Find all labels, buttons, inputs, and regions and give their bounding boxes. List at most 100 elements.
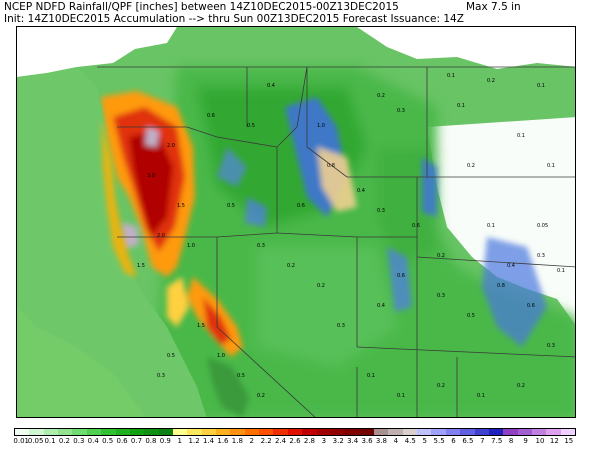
svg-text:0.2: 0.2 <box>257 393 265 399</box>
legend-swatch <box>302 429 317 435</box>
legend-label: 0.01 <box>13 437 29 445</box>
legend-label: 1.4 <box>202 437 215 445</box>
svg-text:1.0: 1.0 <box>187 243 195 249</box>
legend-swatch <box>402 429 418 435</box>
legend-label: 12 <box>549 437 559 445</box>
legend-label: 0.5 <box>102 437 114 445</box>
legend-swatch <box>560 429 576 435</box>
legend-swatch <box>474 429 489 435</box>
legend-swatch <box>158 429 173 435</box>
svg-text:0.5: 0.5 <box>467 313 475 319</box>
legend-swatch <box>201 429 217 435</box>
legend-label: 3.4 <box>347 437 359 445</box>
svg-text:0.1: 0.1 <box>457 103 465 109</box>
legend-swatch <box>517 429 532 435</box>
legend-swatch <box>58 429 73 435</box>
legend-label: 7.5 <box>491 437 503 445</box>
svg-text:0.1: 0.1 <box>367 373 375 379</box>
legend-label: 0.05 <box>27 437 44 445</box>
svg-text:0.3: 0.3 <box>547 343 555 349</box>
legend-label: 5.5 <box>433 437 445 445</box>
legend-swatch <box>101 429 116 435</box>
svg-text:0.5: 0.5 <box>237 373 245 379</box>
legend-label: 4 <box>393 437 399 445</box>
max-value: Max 7.5 in <box>466 1 521 13</box>
legend-label: 2.8 <box>303 437 315 445</box>
svg-text:0.2: 0.2 <box>437 383 445 389</box>
svg-text:0.2: 0.2 <box>487 78 495 84</box>
legend-label: 2.2 <box>260 437 272 445</box>
state-boundaries <box>97 66 575 417</box>
legend-swatch <box>187 429 202 435</box>
legend-label: 1.8 <box>231 437 243 445</box>
legend-label: 4.5 <box>404 437 416 445</box>
offshore-precip-band <box>101 117 137 277</box>
coastal-heavy-precip <box>101 91 249 417</box>
svg-text:0.2: 0.2 <box>317 283 325 289</box>
svg-text:0.3: 0.3 <box>397 108 405 114</box>
svg-text:0.1: 0.1 <box>447 73 455 79</box>
legend-swatch <box>531 429 547 435</box>
legend-label: 0.3 <box>73 437 85 445</box>
svg-text:0.4: 0.4 <box>507 263 515 269</box>
legend-label: 3 <box>321 437 327 445</box>
precip-legend: 0.01 0.05 0.1 0.2 0.3 0.4 0.5 0.6 0.7 0.8 0.9 1 1.2 1… <box>13 428 580 448</box>
legend-label: 0.6 <box>116 437 128 445</box>
legend-swatch <box>72 429 87 435</box>
svg-text:0.6: 0.6 <box>527 303 535 309</box>
coastal-ocean <box>17 67 207 417</box>
svg-text:0.1: 0.1 <box>517 133 525 139</box>
legend-label: 0.2 <box>58 437 70 445</box>
legend-label: 2.4 <box>275 437 287 445</box>
svg-text:0.1: 0.1 <box>537 83 545 89</box>
value-annotations: 0.10.20.1 0.20.30.1 0.10.10.2 0.50.60.4 … <box>137 73 565 399</box>
legend-swatch <box>445 429 461 435</box>
svg-text:1.5: 1.5 <box>197 323 205 329</box>
svg-text:2.0: 2.0 <box>157 233 165 239</box>
legend-label: 6 <box>451 437 456 445</box>
svg-text:1.5: 1.5 <box>177 203 185 209</box>
legend-swatch <box>144 429 159 435</box>
legend-swatch <box>431 429 446 435</box>
svg-text:0.5: 0.5 <box>227 203 235 209</box>
legend-swatch <box>29 429 44 435</box>
legend-labels: 0.01 0.05 0.1 0.2 0.3 0.4 0.5 0.6 0.7 0.8 0.9 1 1.2 1… <box>13 437 576 447</box>
legend-label: 15 <box>564 437 574 445</box>
svg-text:0.8: 0.8 <box>497 283 505 289</box>
svg-text:0.6: 0.6 <box>412 223 420 229</box>
legend-swatch <box>129 429 145 435</box>
legend-swatch <box>43 429 59 435</box>
svg-text:0.1: 0.1 <box>397 393 405 399</box>
svg-text:3.0: 3.0 <box>147 173 155 179</box>
legend-label: 2 <box>249 437 254 445</box>
legend-swatch <box>388 429 403 435</box>
map-subtitle: Init: 14Z10DEC2015 Accumulation --> thru… <box>4 13 464 25</box>
svg-text:0.2: 0.2 <box>467 163 475 169</box>
legend-swatch <box>15 429 30 435</box>
svg-text:0.3: 0.3 <box>337 323 345 329</box>
svg-text:0.6: 0.6 <box>297 203 305 209</box>
legend-swatch <box>287 429 303 435</box>
svg-text:0.1: 0.1 <box>557 268 565 274</box>
legend-label: 0.8 <box>145 437 157 445</box>
legend-label: 9 <box>523 437 528 445</box>
legend-swatch <box>273 429 288 435</box>
svg-text:0.6: 0.6 <box>207 113 215 119</box>
svg-text:1.0: 1.0 <box>317 123 325 129</box>
svg-text:0.1: 0.1 <box>487 223 495 229</box>
svg-text:0.5: 0.5 <box>247 123 255 129</box>
legend-swatch <box>172 429 188 435</box>
legend-label: 6.5 <box>462 437 474 445</box>
legend-label: 7 <box>480 437 485 445</box>
svg-text:0.05: 0.05 <box>537 223 548 229</box>
legend-swatch <box>546 429 561 435</box>
legend-label: 1 <box>177 437 182 445</box>
legend-swatch <box>373 429 389 435</box>
legend-swatch <box>259 429 274 435</box>
svg-text:0.3: 0.3 <box>157 373 165 379</box>
legend-swatch <box>244 429 260 435</box>
legend-swatch <box>460 429 475 435</box>
svg-text:0.1: 0.1 <box>547 163 555 169</box>
legend-swatch <box>316 429 331 435</box>
legend-label: 3.6 <box>361 437 373 445</box>
